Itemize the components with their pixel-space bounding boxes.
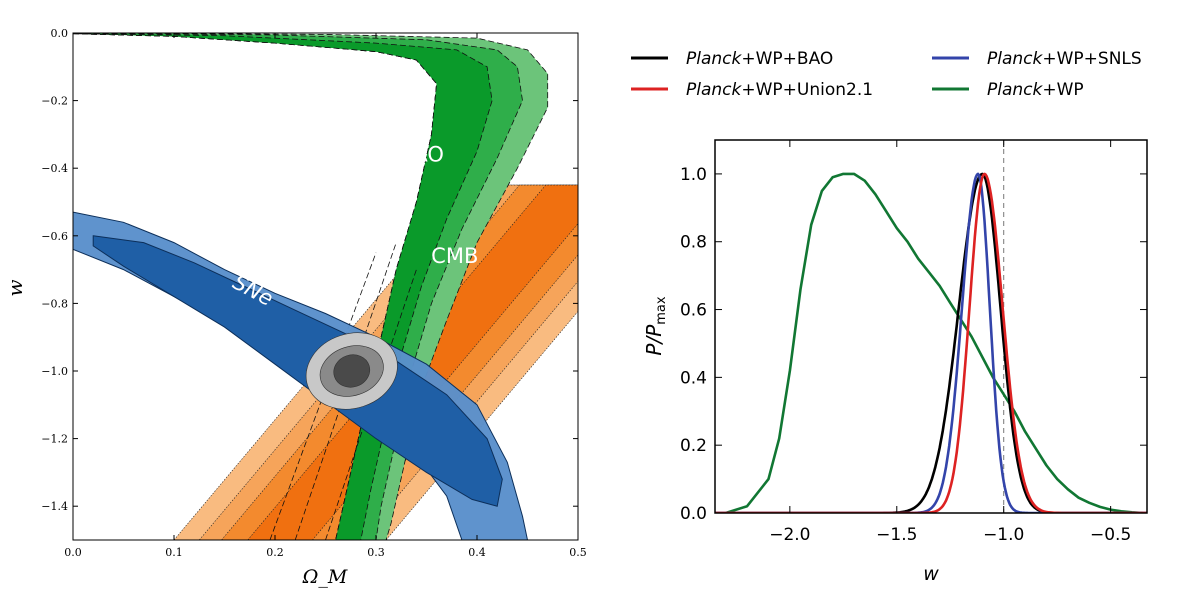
legend-label-union: Planck+WP+Union2.1 [686,80,873,100]
posterior-y-tick-label-2: 0.4 [680,368,707,388]
posterior-x-tick-label-1: −1.5 [876,525,917,545]
legend: Planck+WP+BAO Planck+WP+Union2.1 Planck+… [631,49,1142,100]
posterior-axes: −2.0 −1.5 −1.0 −0.5 0.0 0.2 0.4 0.6 0.8 1.0 [680,140,1147,545]
posterior-panel: Planck+WP+BAO Planck+WP+Union2.1 Planck+… [631,49,1148,585]
contour-x-tick-label-0: 0.0 [64,546,82,559]
contour-x-tick-label-2: 0.2 [266,546,284,559]
posterior-x-tick-label-0: −2.0 [769,525,810,545]
contour-y-tick-label-1: −0.2 [41,95,68,108]
contour-regions [73,33,578,540]
posterior-y-tick-label-3: 0.6 [680,301,707,321]
legend-entry-union: Planck+WP+Union2.1 [631,80,873,100]
legend-entry-snls: Planck+WP+SNLS [932,49,1142,69]
contour-y-axis-label: w [3,279,27,296]
contour-plot-frame [72,32,579,541]
posterior-curve-union [715,172,1147,513]
contour-x-tick-label-5: 0.5 [569,546,587,559]
posterior-series [715,172,1147,513]
contour-x-tick-label-4: 0.4 [468,546,486,559]
contour-x-axis-label: Ω_M [302,566,348,588]
combined-ellipse-inner [333,354,371,388]
posterior-curve-bao [715,172,1147,513]
posterior-y-tick-label-0: 0.0 [680,504,707,524]
legend-label-wp: Planck+WP [987,80,1084,100]
contour-x-tick-label-3: 0.3 [367,546,385,559]
posterior-plot-frame [714,139,1148,514]
contour-x-tick-label-1: 0.1 [165,546,183,559]
bao-annotation: BAO [399,142,444,166]
legend-label-bao: Planck+WP+BAO [686,49,833,69]
contour-y-tick-label-3: −0.6 [41,230,68,243]
contour-y-tick-label-5: −1.0 [41,365,68,378]
posterior-y-tick-label-4: 0.8 [680,233,707,253]
contour-y-tick-label-0: 0.0 [51,27,69,40]
contour-axes: 0.0 0.1 0.2 0.3 0.4 0.5 0.0 −0.2 −0.4 −0.6 −0.8 −1.… [41,27,586,559]
contour-y-tick-label-7: −1.4 [41,500,68,513]
legend-entry-bao: Planck+WP+BAO [631,49,833,69]
contour-y-tick-label-4: −0.8 [41,297,68,310]
legend-entry-wp: Planck+WP [932,80,1084,100]
contour-y-tick-label-2: −0.4 [41,162,68,175]
posterior-x-axis-label: w [923,563,939,585]
cmb-annotation: CMB [431,244,478,268]
legend-label-snls: Planck+WP+SNLS [987,49,1142,69]
posterior-x-tick-label-3: −0.5 [1090,525,1131,545]
posterior-x-tick-label-2: −1.0 [983,525,1024,545]
posterior-y-tick-label-1: 0.2 [680,436,707,456]
contour-y-tick-label-6: −1.2 [41,433,68,446]
posterior-y-tick-label-5: 1.0 [680,165,707,185]
posterior-curve-snls [715,172,1147,513]
bao-dashed-contour-3 [325,269,417,540]
posterior-curve-wp [725,172,1143,513]
contour-panel: 0.0 0.1 0.2 0.3 0.4 0.5 0.0 −0.2 −0.4 −0.6 −0.8 −1.… [3,27,587,588]
sne-band-inner [92,235,503,507]
posterior-y-axis-label: P/Pmax [642,296,669,355]
